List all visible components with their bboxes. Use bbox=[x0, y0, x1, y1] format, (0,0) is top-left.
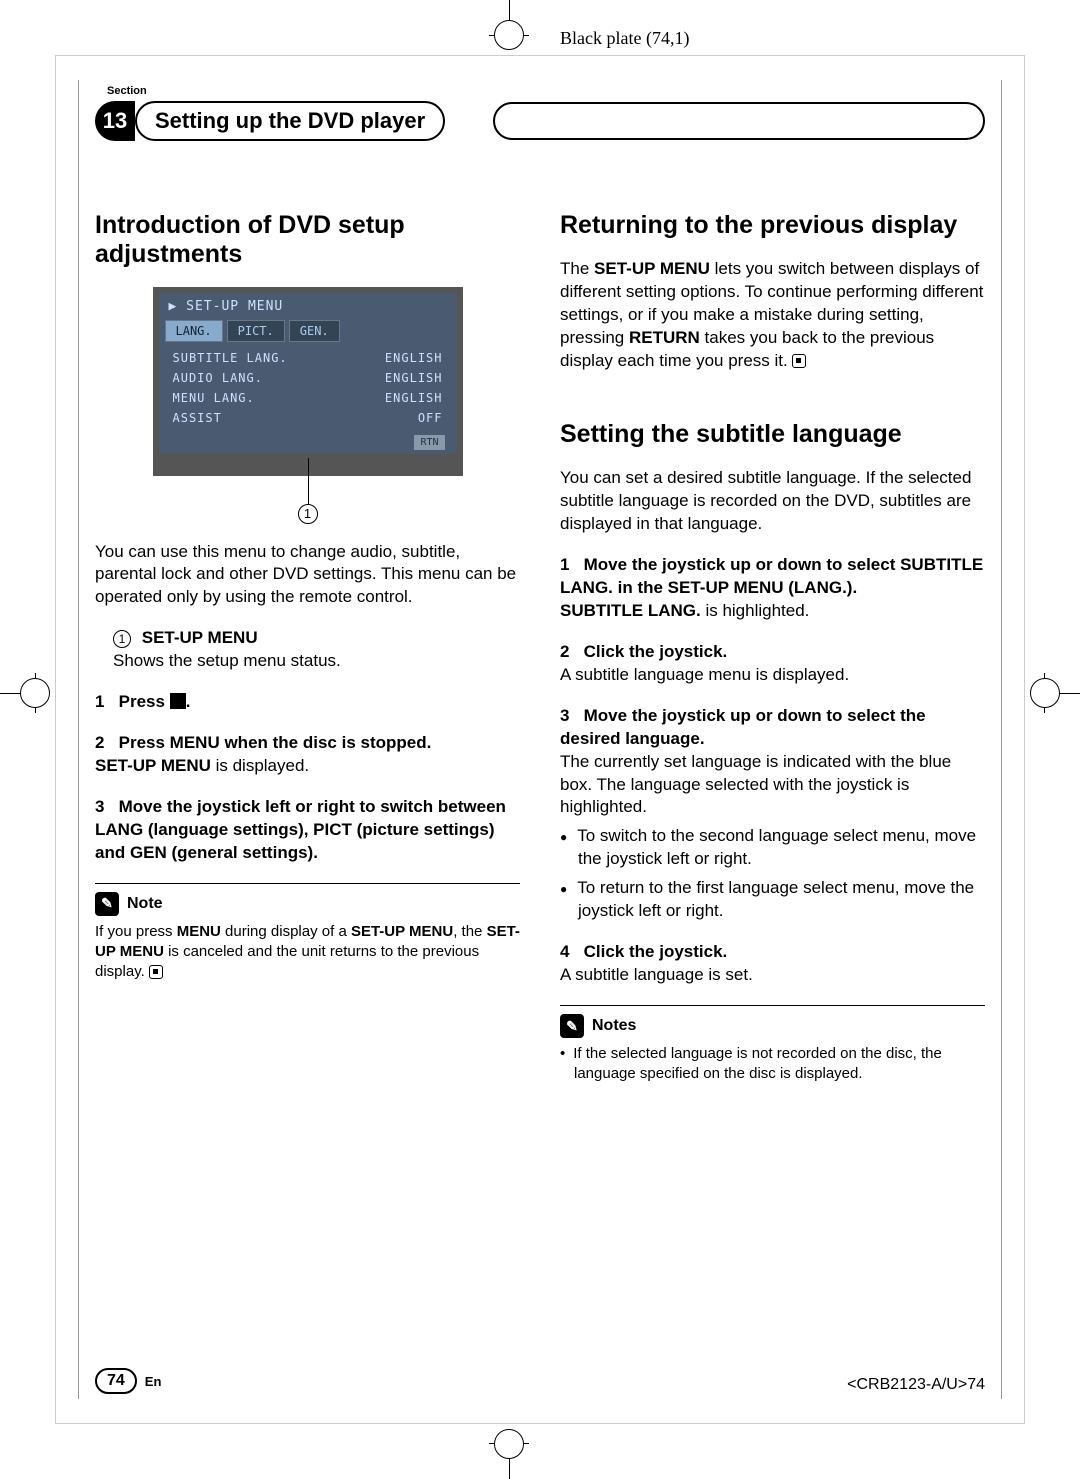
menu-row: AUDIO LANG. ENGLISH bbox=[159, 368, 457, 388]
subtitle-step-3: 3 Move the joystick up or down to select… bbox=[560, 705, 985, 820]
subtitle-intro-paragraph: You can set a desired subtitle language.… bbox=[560, 467, 985, 536]
registration-circle bbox=[20, 678, 50, 708]
document-code: <CRB2123-A/U>74 bbox=[847, 1376, 985, 1394]
bullet-item: To return to the first language select m… bbox=[560, 877, 985, 923]
notes-label: Notes bbox=[592, 1017, 636, 1035]
heading-intro: Introduction of DVD setup adjustments bbox=[95, 211, 520, 269]
page-badge: 74 En bbox=[95, 1368, 161, 1394]
registration-circle bbox=[1030, 678, 1060, 708]
stop-icon bbox=[170, 693, 186, 709]
step-2: 2 Press MENU when the disc is stopped. S… bbox=[95, 732, 520, 778]
section-number-badge: 13 bbox=[95, 101, 135, 141]
menu-row-label: AUDIO LANG. bbox=[173, 371, 263, 385]
callout-line bbox=[308, 458, 309, 504]
empty-header-pill bbox=[493, 102, 985, 140]
bullet-item: To switch to the second language select … bbox=[560, 825, 985, 871]
end-section-icon bbox=[149, 965, 163, 979]
end-section-icon bbox=[792, 354, 806, 368]
margin-line bbox=[78, 80, 79, 1399]
heading-subtitle: Setting the subtitle language bbox=[560, 420, 985, 449]
step-1: 1 Press . bbox=[95, 691, 520, 714]
menu-row-value: OFF bbox=[418, 411, 443, 425]
menu-tab-lang: LANG. bbox=[165, 320, 223, 342]
page-number: 74 bbox=[95, 1368, 137, 1394]
subtitle-step-1: 1 Move the joystick up or down to select… bbox=[560, 554, 985, 623]
note-text: If you press MENU during display of a SE… bbox=[95, 922, 520, 983]
intro-paragraph: You can use this menu to change audio, s… bbox=[95, 541, 520, 610]
menu-screenshot-title: ▶ SET-UP MENU bbox=[159, 293, 457, 320]
item-label: SET-UP MENU bbox=[142, 628, 258, 647]
plate-label: Black plate (74,1) bbox=[560, 28, 689, 49]
page-language: En bbox=[145, 1374, 162, 1389]
notes-header: ✎ Notes bbox=[560, 1005, 985, 1038]
page-footer: 74 En <CRB2123-A/U>74 bbox=[95, 1368, 985, 1394]
menu-tab-gen: GEN. bbox=[289, 320, 340, 342]
subtitle-step-4: 4 Click the joystick. A subtitle languag… bbox=[560, 941, 985, 987]
registration-circle bbox=[494, 1429, 524, 1459]
menu-tab-pict: PICT. bbox=[227, 320, 285, 342]
section-label: Section bbox=[107, 85, 985, 97]
right-column: Returning to the previous display The SE… bbox=[560, 211, 985, 1085]
menu-row: ASSIST OFF bbox=[159, 408, 457, 428]
callout-number: 1 bbox=[298, 504, 318, 524]
menu-row-value: ENGLISH bbox=[385, 351, 443, 365]
section-title: Setting up the DVD player bbox=[135, 101, 445, 141]
notes-list-item: If the selected language is not recorded… bbox=[560, 1044, 985, 1085]
page-content: Section 13 Setting up the DVD player Int… bbox=[95, 85, 985, 1394]
item-desc: Shows the setup menu status. bbox=[113, 651, 341, 670]
menu-row-label: SUBTITLE LANG. bbox=[173, 351, 288, 365]
menu-row-label: ASSIST bbox=[173, 411, 222, 425]
heading-returning: Returning to the previous display bbox=[560, 211, 985, 240]
note-label: Note bbox=[127, 895, 163, 913]
menu-row-value: ENGLISH bbox=[385, 391, 443, 405]
menu-row-value: ENGLISH bbox=[385, 371, 443, 385]
menu-row-label: MENU LANG. bbox=[173, 391, 255, 405]
note-icon: ✎ bbox=[560, 1014, 584, 1038]
left-column: Introduction of DVD setup adjustments ▶ … bbox=[95, 211, 520, 1085]
menu-row: SUBTITLE LANG. ENGLISH bbox=[159, 348, 457, 368]
circled-number-icon: 1 bbox=[113, 630, 131, 648]
setup-menu-screenshot: ▶ SET-UP MENU LANG. PICT. GEN. SUBTITLE … bbox=[153, 287, 463, 476]
returning-paragraph: The SET-UP MENU lets you switch between … bbox=[560, 258, 985, 373]
subtitle-step-2: 2 Click the joystick. A subtitle languag… bbox=[560, 641, 985, 687]
setup-menu-item: 1 SET-UP MENU Shows the setup menu statu… bbox=[95, 627, 520, 673]
menu-row: MENU LANG. ENGLISH bbox=[159, 388, 457, 408]
note-header: ✎ Note bbox=[95, 883, 520, 916]
registration-circle bbox=[494, 20, 524, 50]
step-3: 3 Move the joystick left or right to swi… bbox=[95, 796, 520, 865]
section-header: 13 Setting up the DVD player bbox=[95, 101, 985, 141]
menu-rtn: RTN bbox=[159, 428, 457, 454]
margin-line bbox=[1001, 80, 1002, 1399]
note-icon: ✎ bbox=[95, 892, 119, 916]
